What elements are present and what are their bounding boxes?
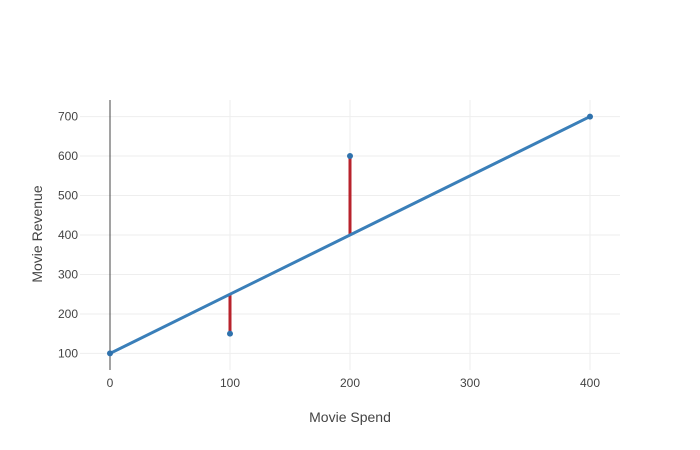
data-points bbox=[107, 113, 593, 357]
y-tick-label: 500 bbox=[58, 189, 78, 203]
data-point bbox=[227, 330, 233, 337]
x-tick-label: 400 bbox=[580, 376, 600, 390]
x-tick-label: 100 bbox=[220, 376, 240, 390]
y-tick-label: 600 bbox=[58, 149, 78, 163]
fit-line bbox=[109, 115, 591, 355]
residual-lines bbox=[228, 156, 352, 334]
x-tick-label: 300 bbox=[460, 376, 480, 390]
fit-line-layer bbox=[109, 115, 591, 355]
y-tick-label: 700 bbox=[58, 110, 78, 124]
x-tick-label: 200 bbox=[340, 376, 360, 390]
data-point bbox=[347, 153, 353, 160]
y-axis-title: Movie Revenue bbox=[29, 185, 45, 282]
y-tick-label: 300 bbox=[58, 267, 78, 281]
y-tick-labels: 100 200 300 400 500 600 700 bbox=[58, 110, 78, 361]
x-tick-labels: 0 100 200 300 400 bbox=[107, 376, 601, 390]
x-axis-title: Movie Spend bbox=[309, 409, 391, 425]
data-point bbox=[107, 350, 113, 357]
y-tick-label: 400 bbox=[58, 228, 78, 242]
y-tick-label: 200 bbox=[58, 307, 78, 321]
y-tick-label: 100 bbox=[58, 346, 78, 360]
x-tick-label: 0 bbox=[107, 376, 114, 390]
data-point bbox=[587, 113, 593, 120]
